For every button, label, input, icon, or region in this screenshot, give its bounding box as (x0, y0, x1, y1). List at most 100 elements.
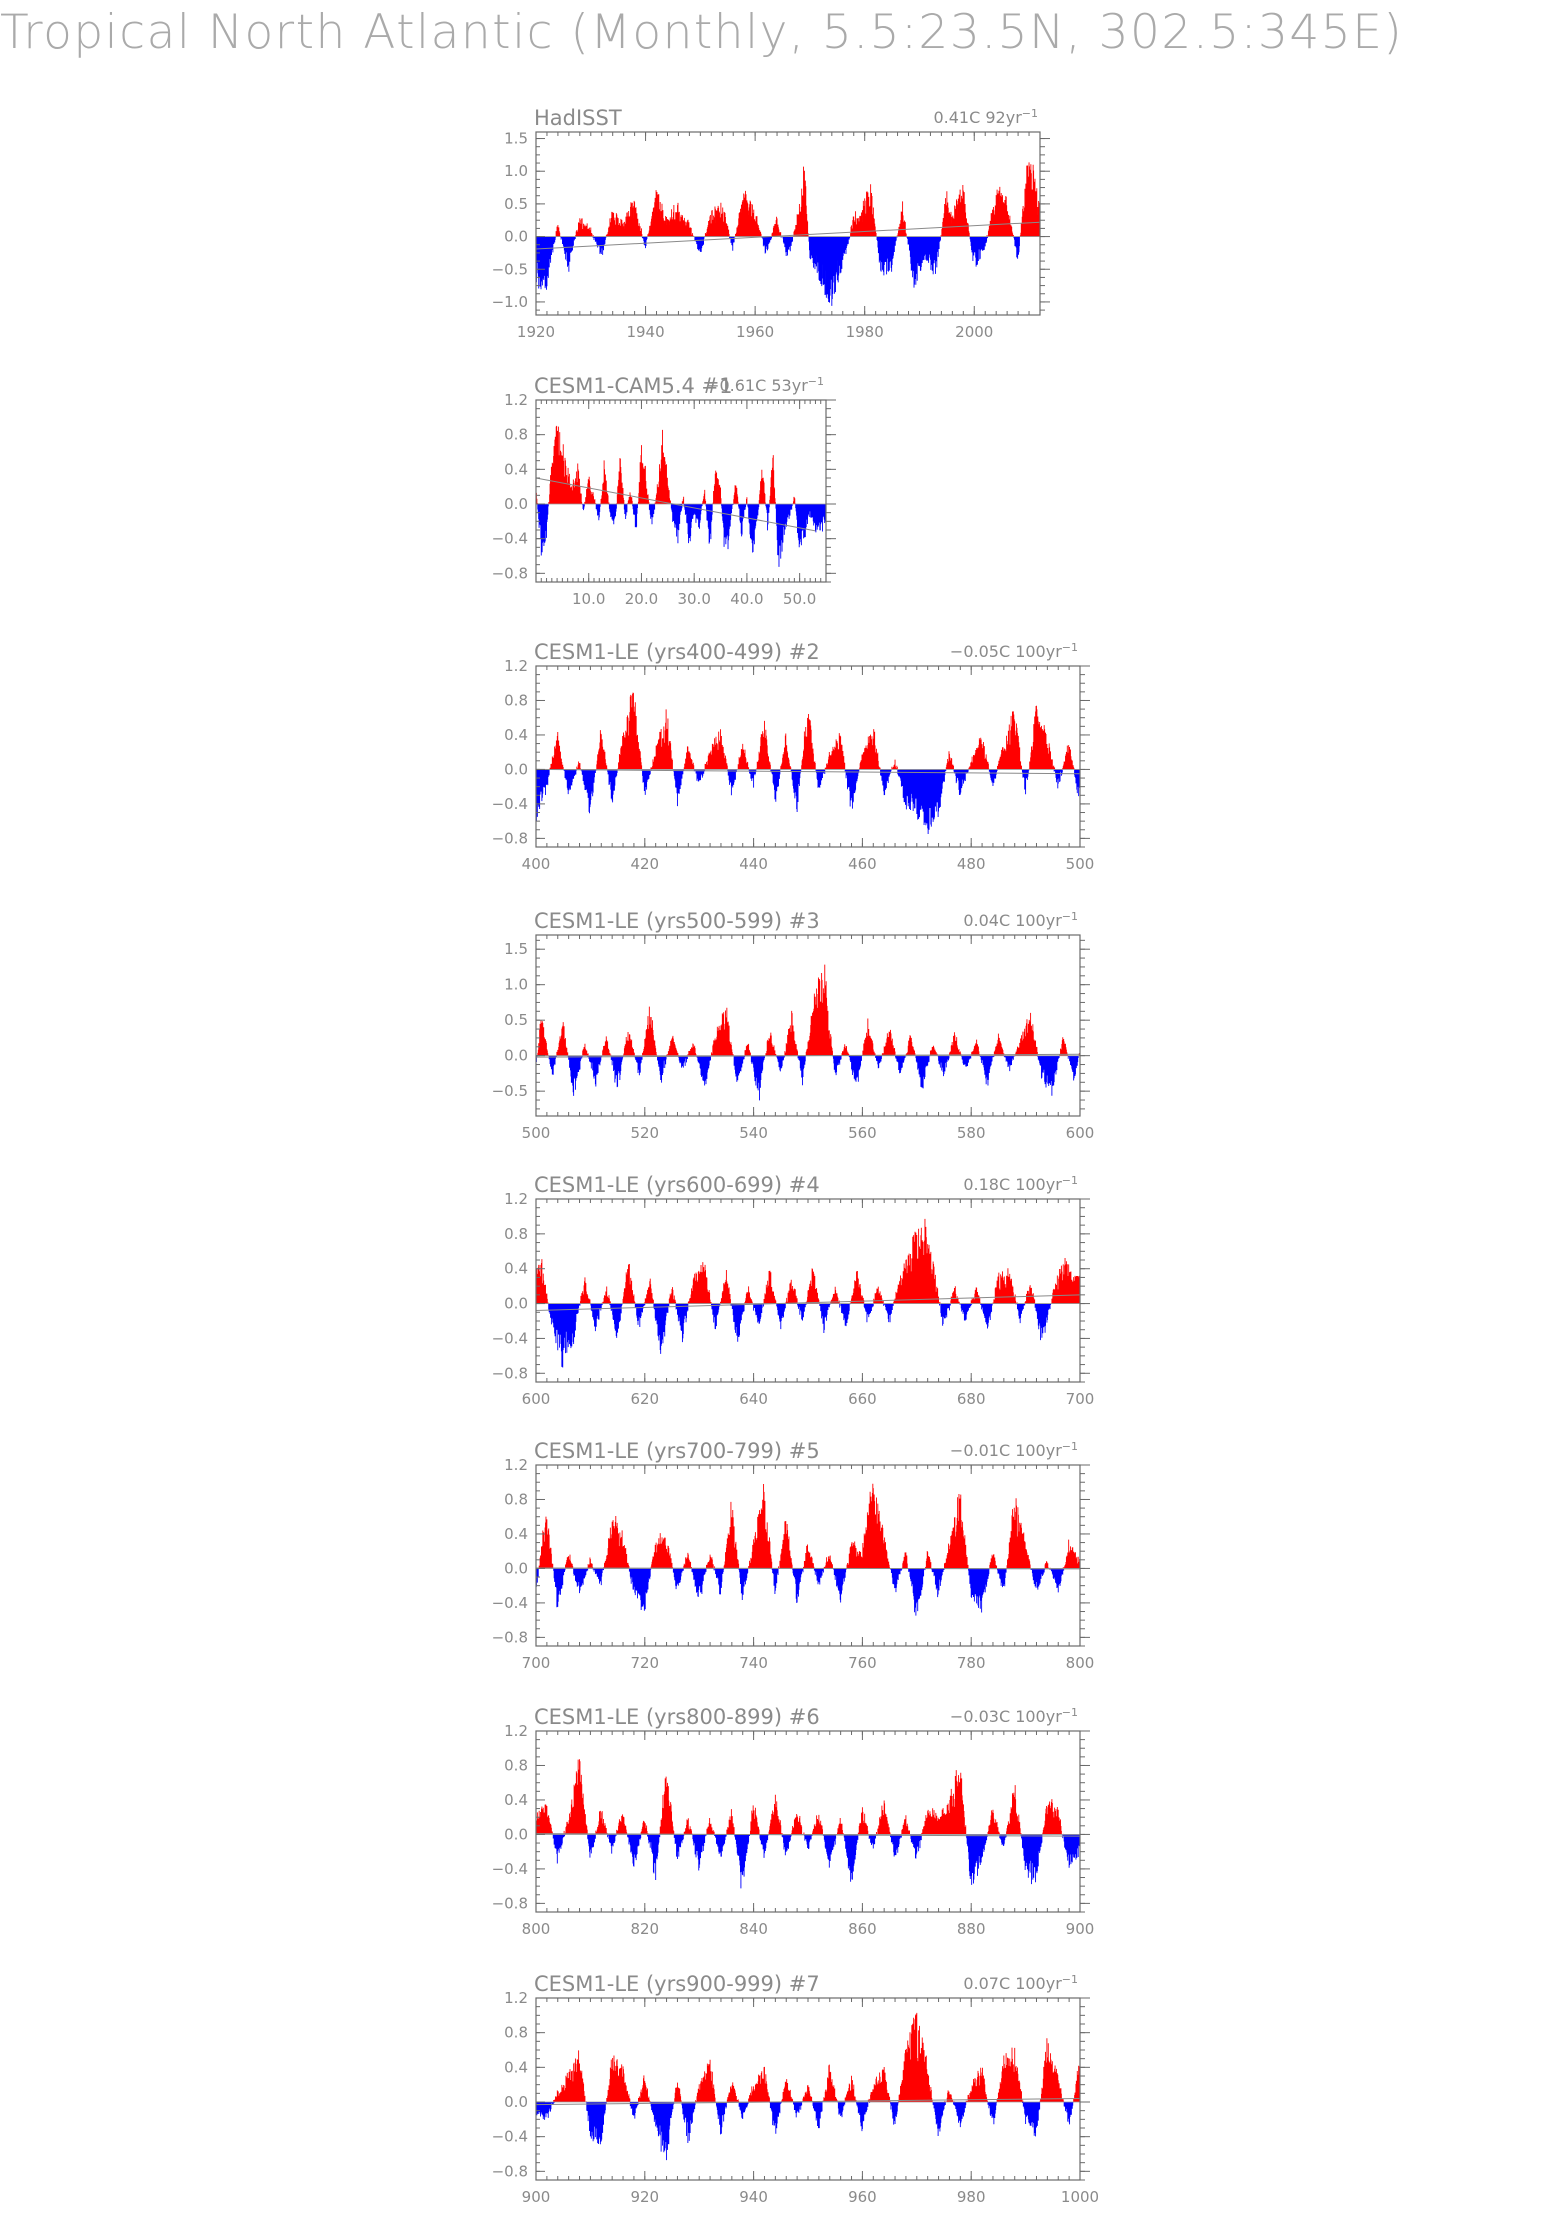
trend-exponent: −1 (1062, 910, 1078, 923)
x-tick-label: 700 (522, 1654, 551, 1672)
y-tick-label: 0.8 (504, 1756, 528, 1774)
x-tick-label: 460 (848, 855, 877, 873)
y-tick-label: 1.2 (504, 391, 528, 409)
trend-exponent: −1 (1062, 1174, 1078, 1187)
x-tick-label: 680 (957, 1390, 986, 1408)
x-tick-label: 420 (630, 855, 659, 873)
panel-4: CESM1-LE (yrs500-599) #3 0.04C 100yr−1 500… (492, 909, 1095, 1142)
x-tick-label: 40.0 (730, 590, 763, 608)
trend-label: −0.01C 100yr−1 (950, 1440, 1078, 1460)
x-tick-label: 1940 (626, 323, 664, 341)
panel-8: CESM1-LE (yrs900-999) #7 0.07C 100yr−1 900… (492, 1972, 1100, 2206)
y-tick-label: 0.4 (504, 1525, 528, 1543)
panel-6: CESM1-LE (yrs700-799) #5 −0.01C 100yr−1 70… (492, 1439, 1095, 1672)
x-tick-label: 500 (1066, 855, 1095, 873)
main-title: Tropical North Atlantic (Monthly, 5.5:23… (0, 5, 1404, 60)
y-tick-label: 1.2 (504, 657, 528, 675)
trend-label: −0.61C 53yr−1 (706, 375, 824, 395)
x-tick-label: 960 (848, 2188, 877, 2206)
y-tick-label: 0.8 (504, 2024, 528, 2042)
trend-label: 0.41C 92yr−1 (933, 107, 1038, 127)
y-tick-label: 0.0 (504, 495, 528, 513)
member-label: #3 (789, 909, 820, 933)
negative-anomaly-bars (535, 1568, 1065, 1616)
member-label: #5 (789, 1439, 820, 1463)
y-tick-label: −0.8 (492, 1894, 528, 1912)
trend-exponent: −1 (1062, 641, 1078, 654)
y-tick-label: −0.4 (492, 1329, 528, 1347)
negative-anomaly-bars (535, 2102, 1074, 2161)
x-tick-label: 620 (630, 1390, 659, 1408)
y-tick-label: 0.0 (504, 228, 528, 246)
x-tick-label: 600 (522, 1390, 551, 1408)
panel-3: CESM1-LE (yrs400-499) #2 −0.05C 100yr−1 40… (492, 640, 1095, 873)
trend-label: −0.05C 100yr−1 (950, 641, 1078, 661)
x-tick-label: 900 (1066, 1920, 1095, 1938)
x-tick-label: 820 (630, 1920, 659, 1938)
x-tick-label: 540 (739, 1124, 768, 1142)
y-tick-label: 1.5 (504, 940, 528, 958)
x-tick-label: 520 (630, 1124, 659, 1142)
x-tick-label: 30.0 (677, 590, 710, 608)
x-tick-label: 10.0 (572, 590, 605, 608)
x-tick-label: 720 (630, 1654, 659, 1672)
positive-anomaly-bars (538, 1483, 1080, 1569)
trend-label: −0.03C 100yr−1 (950, 1706, 1078, 1726)
y-tick-label: −0.8 (492, 1628, 528, 1646)
negative-anomaly-bars (537, 504, 827, 567)
x-tick-label: 400 (522, 855, 551, 873)
x-tick-label: 940 (739, 2188, 768, 2206)
member-label: #1 (702, 374, 733, 398)
trend-line (535, 1833, 1081, 1837)
y-tick-label: −0.8 (492, 2162, 528, 2180)
x-tick-label: 1980 (846, 323, 884, 341)
y-tick-label: 0.0 (504, 1559, 528, 1577)
positive-anomaly-bars (535, 1218, 1080, 1304)
panel-label: CESM1-LE (yrs900-999) #7 (534, 1972, 820, 1996)
x-tick-label: 760 (848, 1654, 877, 1672)
y-tick-label: −0.8 (492, 1364, 528, 1382)
x-tick-label: 700 (1066, 1390, 1095, 1408)
x-tick-label: 560 (848, 1124, 877, 1142)
negative-anomaly-bars (552, 1834, 1080, 1889)
y-tick-label: 1.0 (504, 162, 528, 180)
x-tick-label: 640 (739, 1390, 768, 1408)
y-tick-label: 1.2 (504, 1989, 528, 2007)
x-tick-label: 1000 (1061, 2188, 1099, 2206)
panel-label: CESM1-LE (yrs500-599) #3 (534, 909, 820, 933)
x-tick-label: 600 (1066, 1124, 1095, 1142)
positive-anomaly-bars (555, 162, 1040, 237)
trend-label: 0.18C 100yr−1 (963, 1174, 1078, 1194)
y-tick-label: 0.4 (504, 460, 528, 478)
negative-anomaly-bars (535, 769, 1080, 834)
y-tick-label: 0.8 (504, 691, 528, 709)
trend-line (535, 1294, 1081, 1312)
x-tick-label: 50.0 (783, 590, 816, 608)
y-tick-label: 0.8 (504, 1225, 528, 1243)
y-tick-label: −0.5 (492, 1082, 528, 1100)
x-tick-label: 860 (848, 1920, 877, 1938)
trend-exponent: −1 (808, 375, 824, 388)
panel-1: HadISST 0.41C 92yr−1 1920 1940 1960 1980 2000 −… (492, 106, 1050, 341)
panel-label: CESM1-LE (yrs400-499) #2 (534, 640, 820, 664)
y-tick-label: −0.4 (492, 1860, 528, 1878)
panel-label: CESM1-LE (yrs600-699) #4 (534, 1173, 820, 1197)
x-tick-label: 920 (630, 2188, 659, 2206)
y-tick-label: 1.0 (504, 976, 528, 994)
positive-anomaly-bars (553, 2012, 1080, 2102)
y-tick-label: 0.4 (504, 726, 528, 744)
x-tick-label: 900 (522, 2188, 551, 2206)
x-tick-label: 800 (522, 1920, 551, 1938)
x-tick-label: 780 (957, 1654, 986, 1672)
x-tick-label: 1960 (736, 323, 774, 341)
y-tick-label: −0.4 (492, 2128, 528, 2146)
y-tick-label: −0.4 (492, 795, 528, 813)
negative-anomaly-bars (535, 236, 1021, 306)
x-tick-label: 840 (739, 1920, 768, 1938)
panel-label: HadISST (534, 106, 622, 130)
trend-exponent: −1 (1062, 1706, 1078, 1719)
trend-exponent: −1 (1062, 1440, 1078, 1453)
x-tick-label: 880 (957, 1920, 986, 1938)
y-tick-label: 0.5 (504, 195, 528, 213)
